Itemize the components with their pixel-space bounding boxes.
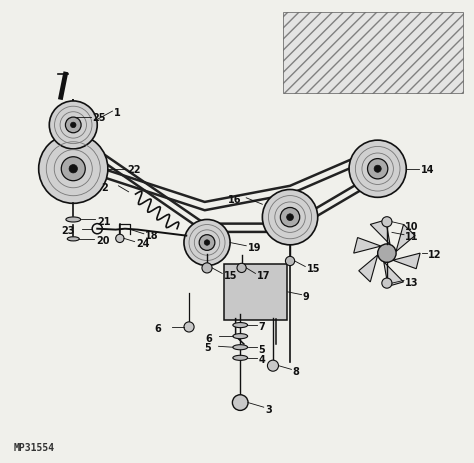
Circle shape bbox=[65, 118, 81, 133]
FancyBboxPatch shape bbox=[224, 265, 287, 320]
Circle shape bbox=[382, 217, 392, 227]
Circle shape bbox=[287, 214, 293, 221]
Text: MP31554: MP31554 bbox=[13, 442, 55, 452]
Text: 20: 20 bbox=[96, 236, 109, 246]
Circle shape bbox=[49, 102, 97, 150]
Text: 21: 21 bbox=[97, 216, 110, 226]
Polygon shape bbox=[354, 238, 381, 254]
Polygon shape bbox=[396, 225, 415, 252]
Text: 12: 12 bbox=[428, 250, 442, 259]
Circle shape bbox=[116, 235, 124, 243]
Ellipse shape bbox=[67, 237, 79, 241]
Circle shape bbox=[367, 159, 388, 180]
Circle shape bbox=[184, 322, 194, 332]
Circle shape bbox=[202, 263, 212, 273]
Text: 22: 22 bbox=[127, 164, 140, 175]
Circle shape bbox=[71, 123, 76, 128]
Text: 6: 6 bbox=[154, 323, 161, 333]
Polygon shape bbox=[359, 255, 378, 282]
Circle shape bbox=[378, 244, 396, 263]
Polygon shape bbox=[370, 220, 390, 245]
Text: 4: 4 bbox=[258, 355, 265, 364]
Circle shape bbox=[237, 264, 246, 273]
Circle shape bbox=[184, 220, 230, 266]
Text: 1: 1 bbox=[114, 108, 120, 118]
Circle shape bbox=[374, 166, 381, 173]
Ellipse shape bbox=[233, 356, 247, 361]
Circle shape bbox=[267, 360, 279, 371]
Ellipse shape bbox=[233, 323, 247, 328]
Ellipse shape bbox=[66, 218, 81, 223]
Text: 23: 23 bbox=[61, 225, 74, 235]
Text: 24: 24 bbox=[136, 238, 149, 249]
Text: 13: 13 bbox=[405, 277, 419, 287]
Text: 25: 25 bbox=[92, 113, 106, 122]
Text: 5: 5 bbox=[258, 344, 265, 354]
Text: 5: 5 bbox=[204, 343, 210, 352]
Text: 2: 2 bbox=[101, 182, 108, 192]
Text: 19: 19 bbox=[247, 243, 261, 253]
Circle shape bbox=[69, 165, 77, 174]
Circle shape bbox=[285, 257, 295, 266]
Text: 15: 15 bbox=[307, 263, 320, 273]
Text: 7: 7 bbox=[258, 322, 265, 332]
Ellipse shape bbox=[233, 345, 247, 350]
Polygon shape bbox=[393, 254, 420, 269]
Text: 3: 3 bbox=[265, 404, 272, 413]
Polygon shape bbox=[283, 13, 463, 94]
Circle shape bbox=[204, 240, 210, 246]
Circle shape bbox=[232, 395, 248, 411]
Text: 10: 10 bbox=[405, 221, 419, 232]
Polygon shape bbox=[384, 262, 403, 287]
Text: 16: 16 bbox=[228, 194, 241, 204]
Ellipse shape bbox=[233, 334, 247, 339]
Text: 8: 8 bbox=[293, 366, 300, 376]
Text: 15: 15 bbox=[224, 270, 237, 280]
Circle shape bbox=[39, 135, 108, 204]
Circle shape bbox=[382, 278, 392, 288]
Circle shape bbox=[263, 190, 318, 245]
Text: 11: 11 bbox=[405, 232, 419, 242]
Circle shape bbox=[349, 141, 406, 198]
Text: 17: 17 bbox=[257, 270, 270, 280]
Text: 6: 6 bbox=[206, 333, 212, 343]
Circle shape bbox=[61, 157, 85, 181]
Text: 18: 18 bbox=[145, 231, 159, 241]
Circle shape bbox=[280, 208, 300, 227]
Text: 14: 14 bbox=[420, 164, 434, 175]
Circle shape bbox=[199, 235, 215, 251]
Text: 9: 9 bbox=[303, 291, 310, 301]
